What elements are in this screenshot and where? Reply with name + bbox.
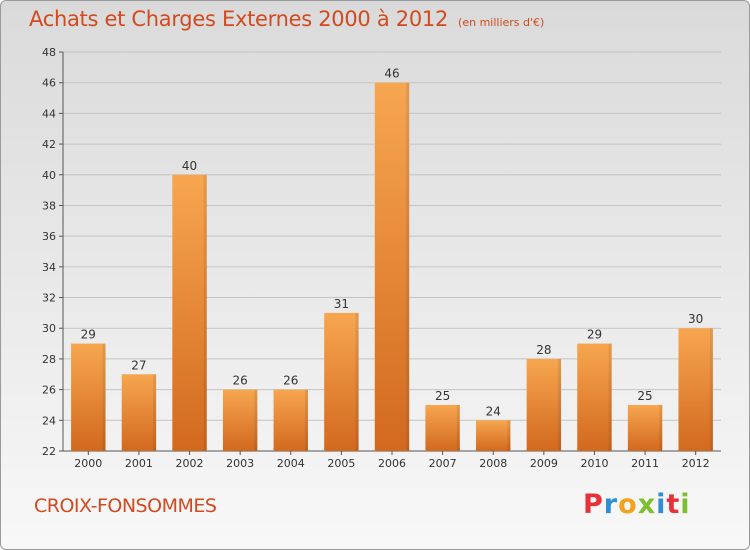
- y-tick-label: 38: [42, 199, 56, 212]
- bar-value-label: 29: [81, 328, 96, 342]
- y-tick-label: 46: [42, 77, 56, 90]
- bar: [324, 312, 359, 451]
- bar-shade: [659, 404, 663, 451]
- chart-unit: (en milliers d'€): [458, 16, 545, 29]
- bars: [71, 82, 713, 451]
- y-tick-label: 28: [42, 353, 56, 366]
- bar-value-label: 25: [637, 389, 652, 403]
- bar-value-label: 30: [688, 312, 703, 326]
- bar-shade: [456, 404, 460, 451]
- bar-value-label: 25: [435, 389, 450, 403]
- y-tick-label: 40: [42, 169, 56, 182]
- x-tick-label: 2009: [530, 457, 558, 470]
- bar-value-label: 27: [131, 358, 146, 372]
- x-tick-label: 2003: [226, 457, 254, 470]
- bar: [526, 358, 562, 451]
- y-tick-label: 26: [42, 384, 56, 397]
- bar-shade: [507, 420, 511, 451]
- bar-value-label: 24: [486, 404, 501, 418]
- bar-shade: [203, 174, 207, 451]
- logo-letter: i: [680, 489, 691, 520]
- bar-shade: [558, 358, 562, 451]
- x-tick-label: 2011: [631, 457, 659, 470]
- bar-value-label: 28: [536, 343, 551, 357]
- logo-letter: t: [666, 489, 681, 520]
- x-tick-label: 2001: [125, 457, 153, 470]
- bar: [476, 420, 511, 451]
- bar-shade: [709, 328, 713, 451]
- bar: [222, 389, 258, 451]
- bar-shade: [406, 82, 410, 451]
- bar-shade: [608, 343, 612, 451]
- bar-shade: [254, 389, 258, 451]
- bar: [273, 389, 308, 451]
- bar-value-label: 26: [233, 374, 248, 388]
- bar: [172, 174, 207, 451]
- logo-letter: x: [637, 489, 657, 520]
- bar: [627, 404, 663, 451]
- y-tick-label: 48: [42, 46, 56, 59]
- x-tick-label: 2005: [327, 457, 355, 470]
- y-tick-label: 42: [42, 138, 56, 151]
- bar-value-label: 46: [384, 67, 399, 81]
- y-tick-label: 44: [42, 107, 56, 120]
- x-tick-label: 2008: [479, 457, 507, 470]
- logo-letter: i: [656, 489, 667, 520]
- bar: [678, 328, 713, 451]
- bar: [577, 343, 612, 451]
- bar-value-label: 40: [182, 159, 197, 173]
- bar: [71, 343, 106, 451]
- bar-shade: [102, 343, 106, 451]
- y-tick-label: 22: [42, 445, 56, 458]
- commune-name: CROIX-FONSOMMES: [34, 495, 217, 517]
- x-tick-label: 2006: [378, 457, 406, 470]
- chart-title: Achats et Charges Externes 2000 à 2012 (e…: [29, 7, 544, 31]
- bar-value-label: 26: [283, 374, 298, 388]
- bar: [374, 82, 410, 451]
- x-tick-label: 2004: [277, 457, 305, 470]
- logo-letter: r: [603, 489, 619, 520]
- chart-title-text: Achats et Charges Externes 2000 à 2012: [29, 7, 449, 31]
- bar-shade: [304, 389, 308, 451]
- bar-value-label: 31: [334, 297, 349, 311]
- labels: 22 24 26 28 30 32 34 36 38 40 42 44 46 48 29 2000 27 2001…: [42, 46, 710, 470]
- x-tick-label: 2010: [580, 457, 608, 470]
- bar-value-label: 29: [587, 328, 602, 342]
- bar: [425, 404, 460, 451]
- bar: [121, 374, 157, 451]
- x-tick-label: 2000: [74, 457, 102, 470]
- bar-shade: [355, 312, 359, 451]
- proxiti-logo: Proxiti: [583, 489, 691, 520]
- x-tick-label: 2007: [429, 457, 457, 470]
- y-tick-label: 24: [42, 414, 56, 427]
- y-tick-label: 36: [42, 230, 56, 243]
- x-tick-label: 2002: [176, 457, 204, 470]
- y-tick-label: 34: [42, 261, 56, 274]
- y-tick-label: 30: [42, 322, 56, 335]
- logo-letter: P: [583, 489, 604, 520]
- y-tick-label: 32: [42, 292, 56, 305]
- bar-shade: [153, 374, 157, 451]
- x-tick-label: 2012: [682, 457, 710, 470]
- logo-letter: o: [618, 489, 638, 520]
